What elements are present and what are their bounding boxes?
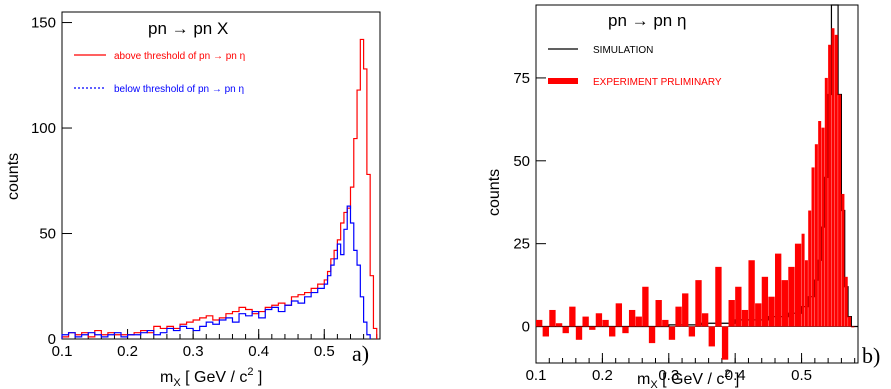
panel-b-bar (728, 300, 735, 327)
panel-b-bar (818, 121, 822, 327)
panel-b-bar (642, 286, 649, 327)
panel-b-bar (848, 316, 852, 327)
panel-b-bar (595, 313, 603, 327)
panel-b-bar (682, 293, 689, 327)
panel-b-x-tick-label: 0.2 (592, 367, 613, 384)
panel-a-y-axis-label: counts (5, 153, 22, 200)
panel-b-bar (741, 309, 749, 327)
panel-b-bar (648, 326, 656, 344)
panel-b-bar (622, 326, 629, 334)
panel-b-bar (801, 233, 805, 327)
panel-b-bar (831, 28, 835, 327)
panel-b-bar (555, 323, 563, 327)
panel-b-bar (768, 296, 775, 327)
panel-b-bar (562, 326, 569, 334)
panel-a-x-tick-label: 0.5 (314, 343, 335, 360)
panel-b-bar (715, 266, 722, 327)
panel-a-y-tick-label: 100 (31, 120, 56, 137)
panel-a: 0.1 0.2 0.3 0.4 0.5 0 50 100 150 pn → pn X above… (5, 11, 381, 389)
panel-a-x-tick-label: 0.3 (183, 343, 204, 360)
panel-a-x-tick-label: 0.1 (52, 343, 73, 360)
panel-a-ticks: 0.1 0.2 0.3 0.4 0.5 0 50 100 150 (31, 15, 378, 360)
panel-b-bar (549, 309, 556, 327)
panel-b-bar (821, 127, 825, 327)
panel-b-bar (721, 326, 729, 360)
panel-a-plot-frame (61, 11, 381, 340)
panel-b-x-axis-label: mX [ GeV / c2 ] (637, 368, 739, 389)
panel-b-data (536, 4, 858, 360)
panel-b-x-tick-label: 0.3 (658, 367, 679, 384)
panel-a-series-1 (61, 205, 371, 339)
panel-b-bar (655, 300, 662, 327)
panel-b-ticks: 0.1 0.2 0.3 0.4 0.5 0 25 50 75 (513, 70, 856, 384)
panel-b-bar (628, 309, 636, 327)
panel-b-bar (834, 34, 838, 327)
panel-b-bar (841, 193, 845, 327)
panel-b-plot-frame (535, 4, 859, 364)
panel-b-y-axis-label: counts (486, 169, 503, 216)
panel-b-bar (668, 326, 676, 340)
panel-a-title: pn → pn X (148, 19, 228, 38)
panel-b-bar (808, 210, 812, 327)
panel-b-y-tick-label: 50 (513, 153, 530, 170)
panel-a-x-tick-label: 0.2 (117, 343, 138, 360)
panel-a-legend-label-1: below threshold of pn → pn η (114, 84, 244, 95)
panel-b-bar (569, 306, 576, 327)
panel-b-bar (838, 94, 842, 327)
panel-b-bar (814, 144, 818, 327)
panel-b-bar (844, 276, 848, 327)
panel-a-data (61, 38, 378, 339)
panel-b-bar (804, 260, 808, 327)
panel-b-bar (615, 303, 623, 327)
panel-b-bar (755, 303, 762, 327)
panel-a-x-axis-label: mX [ GeV / c2 ] (160, 366, 262, 389)
panel-b-legend-label-0: SIMULATION (593, 45, 653, 56)
panel-b-bar (811, 167, 815, 327)
panel-b-bar (701, 313, 709, 327)
panel-b-bar (542, 326, 549, 337)
panel-a-y-tick-label: 50 (39, 226, 56, 243)
panel-a-y-tick-label: 0 (48, 331, 56, 348)
panel-a-x-tick-label: 0.4 (248, 343, 269, 360)
panel-b-legend-swatch-1 (548, 78, 578, 84)
panel-b-y-tick-label: 25 (513, 236, 530, 253)
panel-b: 0.1 0.2 0.3 0.4 0.5 0 25 50 75 pn → pn η SIMULAT… (486, 4, 880, 389)
panel-b-bar (635, 316, 642, 327)
panel-b-label: b) (862, 343, 880, 368)
panel-b-bar (748, 260, 755, 327)
panel-b-bar (708, 326, 715, 347)
panel-b-bar (695, 280, 702, 327)
panel-b-bar (589, 326, 596, 330)
panel-b-bar (536, 319, 543, 327)
panel-b-bar (575, 326, 583, 340)
panel-b-bar (781, 280, 788, 327)
panel-b-title: pn → pn η (608, 11, 686, 30)
panel-b-bar (675, 306, 682, 327)
panel-b-bar (824, 77, 828, 327)
panel-b-bar (602, 319, 609, 327)
panel-b-bar (761, 276, 769, 327)
panel-b-x-tick-label: 0.5 (791, 367, 812, 384)
panel-b-bar (735, 286, 742, 327)
panel-b-x-tick-label: 0.1 (526, 367, 547, 384)
panel-b-y-tick-label: 0 (522, 319, 530, 336)
panel-b-bar (662, 319, 669, 327)
panel-b-bar (688, 326, 696, 337)
panel-b-legend-label-1: EXPERIMENT PRLIMINARY (593, 77, 722, 88)
panel-b-x-tick-label: 0.4 (725, 367, 746, 384)
panel-b-bar (851, 326, 855, 328)
panel-b-bar (775, 253, 782, 327)
panel-b-bar (609, 326, 616, 337)
panel-a-legend-label-0: above threshold of pn → pn η (114, 51, 245, 62)
panel-b-bar (794, 243, 802, 327)
panel-b-y-tick-label: 75 (513, 70, 530, 87)
panel-b-bar (582, 316, 589, 327)
panel-b-bar (788, 266, 795, 327)
panel-b-bar (828, 44, 832, 327)
panel-a-label: a) (352, 341, 369, 366)
panel-a-y-tick-label: 150 (31, 15, 56, 32)
